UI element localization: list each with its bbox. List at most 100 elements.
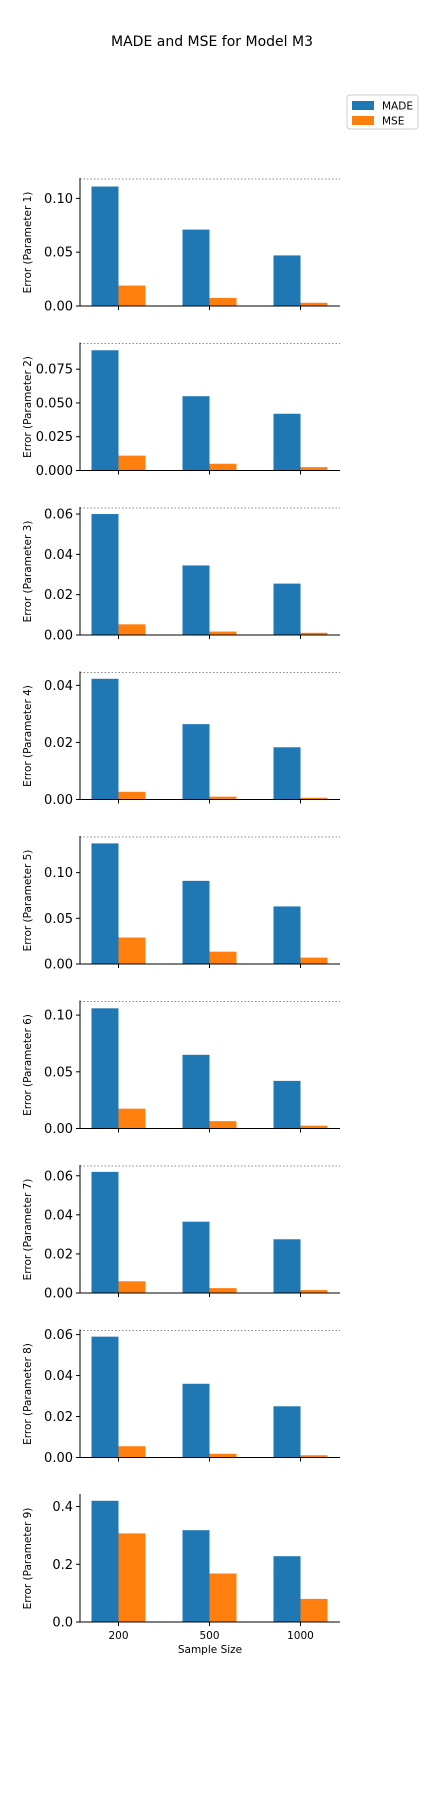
y-tick-label: 0.10 [44,1009,73,1024]
bar-mse-1000 [300,1290,328,1293]
y-tick-label: 0.04 [44,548,73,563]
bar-mse-500 [209,463,237,471]
bar-made-500 [182,565,210,635]
panel-6: 0.00 0.05 0.10 Error (Parameter 6) [22,1000,340,1137]
y-tick-label: 0.05 [44,246,73,261]
bar-mse-200 [118,937,146,964]
panel-3: 0.00 0.02 0.04 0.06 Error (Parameter 3) [22,507,340,644]
bar-mse-1000 [300,302,328,306]
bar-made-200 [91,186,119,306]
bar-made-200 [91,843,119,964]
y-tick-label: 0.04 [44,1369,73,1384]
panel-5: 0.00 0.05 0.10 Error (Parameter 5) [22,836,340,973]
bar-mse-200 [118,455,146,471]
bar-mse-1000 [300,1125,328,1129]
bar-made-500 [182,1054,210,1129]
x-tick-label: 200 [108,1630,128,1642]
bar-mse-500 [209,1121,237,1129]
y-tick-label: 0.000 [36,464,73,479]
y-tick-label: 0.00 [44,1451,73,1466]
y-axis-label: Error (Parameter 6) [22,1014,34,1116]
y-tick-label: 0.10 [44,192,73,207]
legend-swatch-mse [352,116,374,125]
bar-mse-500 [209,297,237,306]
y-tick-label: 0.00 [44,958,73,973]
panel-8: 0.00 0.02 0.04 0.06 Error (Parameter 8) [22,1328,340,1466]
y-tick-label: 0.00 [44,629,73,644]
legend: MADE MSE [346,94,419,130]
y-axis-label: Error (Parameter 8) [22,1343,34,1445]
bar-mse-1000 [300,1598,328,1622]
chart-title: MADE and MSE for Model M3 [111,34,313,50]
bar-mse-200 [118,791,146,800]
panel-7: 0.00 0.02 0.04 0.06 Error (Parameter 7) [22,1165,340,1302]
bar-mse-500 [209,951,237,964]
bar-mse-200 [118,285,146,306]
bar-made-500 [182,396,210,471]
y-tick-label: 0.06 [44,1169,73,1184]
bar-made-500 [182,724,210,800]
bar-made-500 [182,229,210,306]
panel-9: 0.0 0.2 0.4 Error (Parameter 9) 200 500 1000 Sa… [22,1494,340,1656]
y-axis-label: Error (Parameter 3) [22,521,34,623]
y-tick-label: 0.0 [52,1616,73,1631]
bar-mse-1000 [300,1455,328,1458]
bar-made-1000 [273,413,301,471]
bar-made-200 [91,1008,119,1129]
bar-made-1000 [273,255,301,306]
bar-made-200 [91,350,119,471]
bar-mse-200 [118,624,146,635]
y-axis-label: Error (Parameter 7) [22,1179,34,1281]
y-tick-label: 0.05 [44,912,73,927]
y-tick-label: 0.02 [44,1410,73,1425]
bar-made-1000 [273,747,301,800]
bar-mse-500 [209,631,237,635]
bar-made-500 [182,880,210,964]
y-tick-label: 0.00 [44,793,73,808]
y-tick-label: 0.02 [44,1247,73,1262]
y-tick-label: 0.06 [44,508,73,523]
y-tick-label: 0.2 [52,1558,73,1573]
x-tick-label: 500 [199,1630,219,1642]
bar-mse-1000 [300,467,328,471]
y-tick-label: 0.00 [44,300,73,315]
y-tick-label: 0.025 [36,430,73,445]
y-tick-label: 0.00 [44,1287,73,1302]
y-tick-label: 0.02 [44,588,73,603]
bar-made-1000 [273,1556,301,1622]
bar-mse-200 [118,1108,146,1129]
y-axis-label: Error (Parameter 5) [22,850,34,952]
y-axis-label: Error (Parameter 4) [22,685,34,787]
y-tick-label: 0.00 [44,1122,73,1137]
bar-made-500 [182,1221,210,1293]
bar-made-200 [91,678,119,800]
y-axis-label: Error (Parameter 2) [22,356,34,458]
bar-made-1000 [273,1239,301,1293]
legend-label-mse: MSE [382,116,404,128]
bar-made-1000 [273,1080,301,1129]
bar-made-1000 [273,583,301,635]
x-tick-label: 1000 [287,1630,314,1642]
legend-swatch-made [352,101,374,110]
bar-made-1000 [273,1406,301,1458]
bar-mse-500 [209,1288,237,1293]
bar-mse-1000 [300,957,328,964]
y-tick-label: 0.10 [44,866,73,881]
bar-mse-500 [209,1453,237,1458]
y-tick-label: 0.050 [36,396,73,411]
bar-mse-200 [118,1281,146,1293]
bar-made-200 [91,1500,119,1622]
bar-made-200 [91,1171,119,1293]
legend-label-made: MADE [382,101,413,113]
bar-made-200 [91,514,119,635]
bar-made-200 [91,1336,119,1458]
y-tick-label: 0.075 [36,363,73,378]
y-axis-label: Error (Parameter 9) [22,1508,34,1610]
y-axis-label: Error (Parameter 1) [22,192,34,294]
bar-mse-200 [118,1446,146,1458]
y-tick-label: 0.06 [44,1328,73,1343]
y-tick-label: 0.02 [44,736,73,751]
